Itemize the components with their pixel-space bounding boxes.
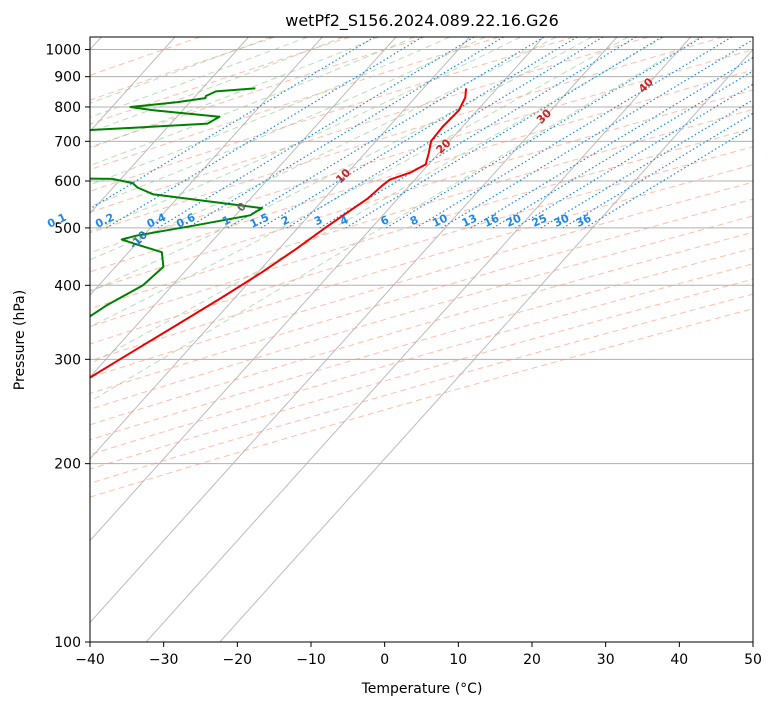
x-tick-label: 10	[449, 652, 467, 668]
mixing-ratio-line	[562, 112, 753, 229]
y-tick-label: 800	[54, 100, 81, 116]
mixing-ratio-label: 36	[574, 211, 594, 229]
y-tick-label: 100	[54, 635, 81, 651]
temperature-line	[90, 88, 468, 379]
x-tick-label: −10	[296, 652, 326, 668]
dry-adiabat	[90, 263, 753, 456]
mixing-ratio-label: 13	[460, 212, 479, 230]
y-tick-label: 700	[54, 134, 81, 150]
x-tick-label: −30	[149, 652, 179, 668]
y-tick-label: 1000	[45, 43, 81, 59]
moist-adiabat	[90, 37, 380, 149]
isotherm-line	[90, 37, 471, 460]
profile-lines	[90, 87, 468, 379]
mixing-ratio-label: 8	[408, 213, 420, 228]
isotherm-line	[90, 37, 618, 624]
mixing-ratio-line	[514, 83, 753, 229]
dry-adiabat	[90, 293, 753, 484]
dry-adiabat	[90, 37, 425, 148]
mixing-ratio-line	[186, 37, 504, 229]
dry-adiabat	[90, 37, 574, 192]
dry-adiabat	[90, 37, 724, 234]
isotherm-line	[90, 37, 397, 378]
moist-adiabat	[90, 37, 344, 133]
isotherm-line	[90, 37, 323, 296]
dry-adiabat	[90, 37, 350, 125]
x-tick-label: 50	[744, 652, 762, 668]
plot-frame	[89, 36, 754, 643]
x-tick-label: −20	[223, 652, 253, 668]
mixing-ratio-label: 30	[552, 211, 572, 229]
dry-adiabat	[90, 164, 753, 362]
isotherm-line	[90, 37, 544, 542]
dry-adiabat	[90, 215, 753, 410]
mixing-ratio-line	[157, 37, 475, 229]
y-tick-label: 500	[54, 221, 81, 237]
y-tick-label: 600	[54, 174, 81, 190]
dry-adiabat	[90, 37, 649, 213]
dry-adiabat	[90, 108, 753, 310]
axes: −40 −30 −20 −10 0 10 20 30 40 50 100 200 300 400 500 60…	[45, 43, 762, 668]
plot-area	[90, 37, 753, 642]
mixing-ratio-label: 25	[530, 212, 549, 230]
mixing-ratio-line	[286, 37, 604, 229]
moist-adiabat	[90, 37, 665, 365]
dry-adiabat	[90, 247, 753, 441]
moist-adiabat	[90, 37, 486, 208]
mixing-ratio-line	[470, 56, 753, 229]
mixing-ratio-line	[415, 37, 733, 229]
mixing-ratio-line	[492, 70, 753, 229]
isotherm-line	[219, 48, 753, 642]
mixing-ratio-line	[385, 37, 703, 229]
mixing-ratio-label: 2	[279, 213, 291, 228]
y-tick-label: 900	[54, 70, 81, 86]
y-tick-label: 400	[54, 278, 81, 294]
mixing-ratio-line	[441, 39, 753, 229]
dry-adiabat	[90, 181, 753, 378]
chart-title: wetPf2_S156.2024.089.22.16.G26	[285, 11, 559, 31]
moist-adiabat	[90, 37, 308, 118]
mixing-ratio-line	[90, 37, 375, 210]
moist-adiabat	[90, 37, 701, 403]
moist-adiabat	[90, 37, 450, 186]
mixing-ratio-label: 3	[312, 213, 324, 228]
y-axis-title: Pressure (hPa)	[12, 290, 28, 390]
dry-adiabat	[90, 198, 753, 395]
mixing-ratio-label: 6	[379, 213, 392, 228]
mixing-ratio-line	[319, 37, 637, 229]
dry-adiabat	[90, 37, 201, 76]
dry-adiabat	[90, 49, 753, 254]
x-tick-label: 30	[597, 652, 615, 668]
mixing-ratio-label: 20	[504, 211, 524, 229]
moist-adiabat	[90, 37, 521, 233]
moist-adiabat	[90, 37, 629, 328]
moist-adiabat	[90, 37, 557, 261]
x-axis-title: Temperature (°C)	[361, 681, 483, 697]
mixing-ratio-line	[227, 37, 545, 229]
isotherm-line	[90, 37, 250, 215]
y-tick-label: 200	[54, 457, 81, 473]
mixing-ratio-line	[584, 125, 753, 229]
x-tick-label: 40	[670, 652, 688, 668]
mixing-ratio-line	[540, 99, 753, 229]
dewpoint-line	[90, 87, 263, 318]
mixing-ratio-line	[260, 37, 578, 229]
mixing-ratio-line	[345, 37, 663, 229]
dry-adiabat	[90, 278, 753, 470]
y-tick-label: 300	[54, 352, 81, 368]
dry-adiabat	[90, 231, 753, 426]
mixing-ratio-label: 4	[338, 213, 351, 228]
x-tick-label: 0	[380, 652, 389, 668]
x-tick-label: −40	[75, 652, 105, 668]
x-tick-label: 20	[523, 652, 541, 668]
dry-adiabat	[90, 127, 753, 328]
mixing-ratio-line	[105, 37, 423, 229]
dry-adiabat	[90, 37, 500, 171]
isotherm-line	[145, 37, 692, 642]
mixing-ratio-label: 10	[430, 211, 450, 229]
mixing-ratio-label: 16	[482, 211, 502, 229]
